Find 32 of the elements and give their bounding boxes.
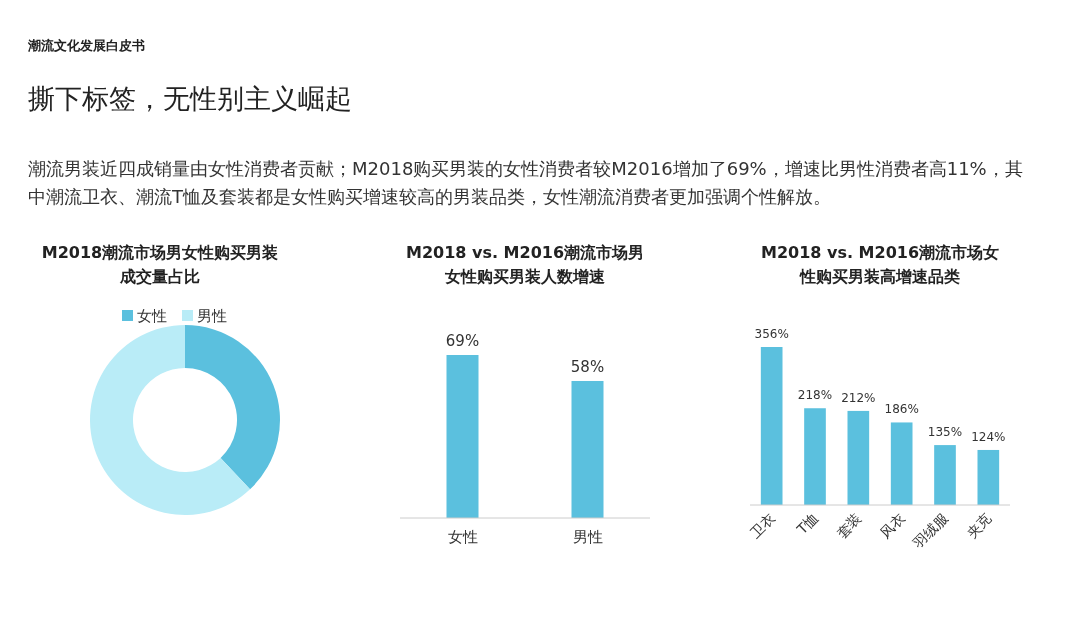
data-label: 69% [445,332,480,350]
legend-label: 女性 [137,307,167,325]
chart-title: M2018 vs. M2016潮流市场女性购买男装高增速品类 [760,243,1000,286]
text: 潮流文化发展白皮书 [27,38,145,53]
x-tick-label: 卫衣 [746,509,778,541]
x-tick-label: 女性 [447,528,478,546]
legend-label: 男性 [197,307,227,325]
donut-slice [90,325,251,515]
data-label: 356% [754,327,789,341]
x-tick-label: 套装 [833,509,865,541]
text: 撕下标签，无性别主义崛起 [28,83,352,114]
bar [804,408,826,505]
x-tick-label: 羽绒服 [909,509,952,552]
data-label: 212% [841,390,876,405]
bar [890,422,913,505]
data-label: 186% [884,402,919,417]
x-tick-label: T恤 [793,509,822,538]
x-tick-label: 夹克 [963,509,995,541]
bar [977,449,1000,505]
data-label: 124% [971,429,1006,444]
chart-title: M2018潮流市场男女性购买男装成交量占比 [41,243,279,286]
text: 潮流男装近四成销量由女性消费者贡献；M2018购买男装的女性消费者较M2016增加了69%，增速比男性消费者高11%，其中潮流卫衣、潮流T恤及套装都是女性购买增速较高的男装品类，女性潮流消费者更加强调个性解放。 [28,158,1023,207]
x-tick-label: 男性 [572,528,603,546]
x-tick-label: 风衣 [876,509,908,541]
bar [934,445,956,505]
bar [760,347,783,505]
data-label: 135% [927,425,963,440]
data-label: 58% [570,357,605,376]
bar [847,410,870,505]
data-label: 218% [797,388,833,403]
donut-slice [185,325,280,490]
chart-title: M2018 vs. M2016潮流市场男女性购买男装人数增速 [405,243,645,286]
